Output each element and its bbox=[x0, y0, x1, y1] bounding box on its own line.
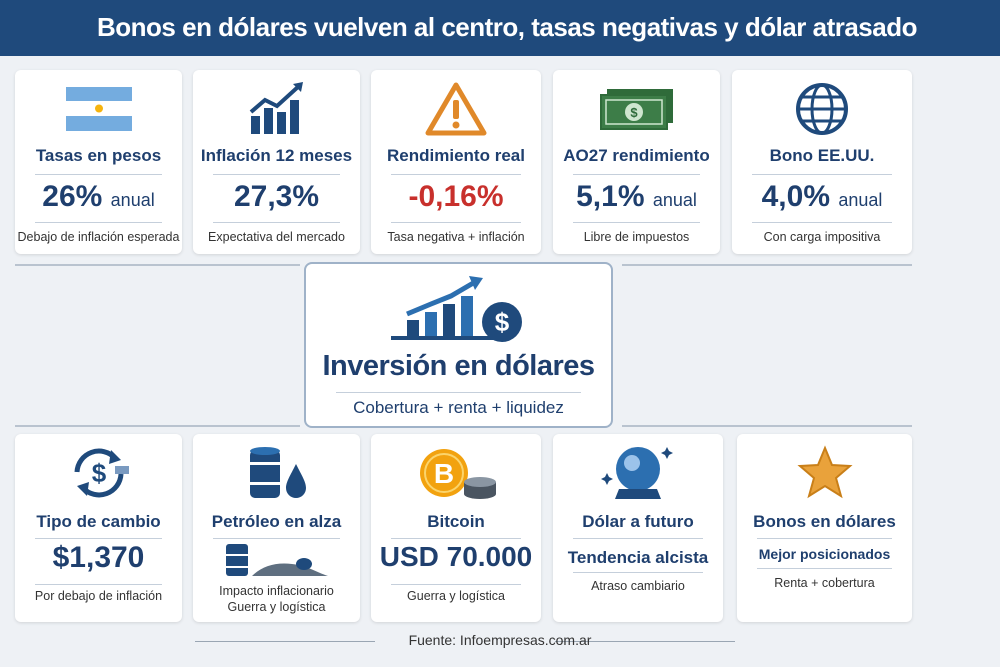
card-title: AO27 rendimiento bbox=[563, 146, 710, 165]
center-panel: $ Inversión en dólares Cobertura + renta… bbox=[304, 262, 613, 428]
header-banner: Bonos en dólares vuelven al centro, tasa… bbox=[0, 0, 1000, 56]
card-title: Rendimiento real bbox=[387, 146, 525, 165]
card-bono-eeuu: Bono EE.UU. 4,0% anual Con carga imposit… bbox=[732, 70, 912, 254]
card-note-2: Guerra y logística bbox=[227, 600, 326, 614]
card-bitcoin: B Bitcoin USD 70.000 Guerra y logística bbox=[371, 434, 541, 622]
card-title: Petróleo en alza bbox=[211, 512, 342, 531]
card-note: Con carga impositiva bbox=[763, 230, 881, 244]
card-ao27: $ AO27 rendimiento 5,1% anual Libre de i… bbox=[553, 70, 720, 254]
source-footer: Fuente: Infoempresas.com.ar bbox=[408, 632, 592, 648]
oil-barrel-icon bbox=[193, 444, 360, 502]
card-title: Bonos en dólares bbox=[753, 512, 896, 531]
card-note: Tasa negativa + inflación bbox=[387, 230, 525, 244]
card-note: Debajo de inflación esperada bbox=[17, 230, 180, 244]
crystal-ball-icon bbox=[553, 444, 723, 502]
rising-chart-icon bbox=[193, 80, 360, 138]
card-value: 27,3% bbox=[233, 180, 320, 213]
card-value: Mejor posicionados bbox=[758, 546, 891, 562]
center-title: Inversión en dólares bbox=[322, 350, 595, 382]
card-title: Tasas en pesos bbox=[35, 146, 162, 165]
page-title: Bonos en dólares vuelven al centro, tasa… bbox=[97, 12, 918, 42]
divider-line bbox=[15, 264, 300, 266]
card-title: Tipo de cambio bbox=[36, 512, 161, 531]
card-title: Bono EE.UU. bbox=[769, 146, 875, 165]
card-note: Libre de impuestos bbox=[583, 230, 690, 244]
card-title: Inflación 12 meses bbox=[200, 146, 353, 165]
svg-text:$: $ bbox=[91, 458, 106, 488]
divider-line bbox=[622, 264, 912, 266]
card-value: 4,0% anual bbox=[761, 180, 883, 213]
card-title: Bitcoin bbox=[427, 512, 485, 531]
center-subtitle: Cobertura + renta + liquidez bbox=[353, 398, 564, 417]
star-icon bbox=[737, 444, 912, 502]
svg-text:$: $ bbox=[630, 105, 638, 120]
card-note: Expectativa del mercado bbox=[208, 230, 345, 244]
card-note: Por debajo de inflación bbox=[34, 589, 163, 603]
card-note: Renta + cobertura bbox=[774, 576, 875, 590]
svg-text:B: B bbox=[434, 458, 454, 489]
card-value: 5,1% anual bbox=[576, 180, 697, 213]
argentina-flag-icon bbox=[15, 80, 182, 138]
card-bonos-dolares: Bonos en dólares Mejor posicionados Rent… bbox=[737, 434, 912, 622]
card-petroleo: Petróleo en alza Impacto inflacionario G… bbox=[193, 434, 360, 622]
card-dolar-futuro: Dólar a futuro Tendencia alcista Atraso … bbox=[553, 434, 723, 622]
card-value: Tendencia alcista bbox=[567, 548, 709, 567]
card-inflacion: Inflación 12 meses 27,3% Expectativa del… bbox=[193, 70, 360, 254]
warning-icon bbox=[371, 80, 541, 138]
card-note: Guerra y logística bbox=[407, 589, 505, 603]
card-value: USD 70.000 bbox=[379, 541, 533, 572]
divider-line bbox=[15, 425, 300, 427]
banknotes-icon: $ bbox=[553, 80, 720, 138]
svg-text:$: $ bbox=[494, 307, 509, 337]
bitcoin-icon: B bbox=[371, 444, 541, 502]
divider-line bbox=[622, 425, 912, 427]
card-note: Impacto inflacionario bbox=[219, 584, 334, 598]
globe-icon bbox=[732, 80, 912, 138]
card-value: $1,370 bbox=[52, 541, 145, 574]
card-note: Atraso cambiario bbox=[591, 579, 685, 593]
card-tasas-pesos: Tasas en pesos 26% anual Debajo de infla… bbox=[15, 70, 182, 254]
card-rendimiento-real: Rendimiento real -0,16% Tasa negativa + … bbox=[371, 70, 541, 254]
investment-growth-icon: $ bbox=[306, 274, 611, 346]
card-value: 26% anual bbox=[42, 180, 155, 213]
currency-exchange-icon: $ bbox=[15, 444, 182, 502]
card-title: Dólar a futuro bbox=[582, 512, 694, 531]
oil-spill-icon bbox=[193, 542, 360, 580]
card-tipo-cambio: $ Tipo de cambio $1,370 Por debajo de in… bbox=[15, 434, 182, 622]
card-value: -0,16% bbox=[408, 180, 504, 213]
